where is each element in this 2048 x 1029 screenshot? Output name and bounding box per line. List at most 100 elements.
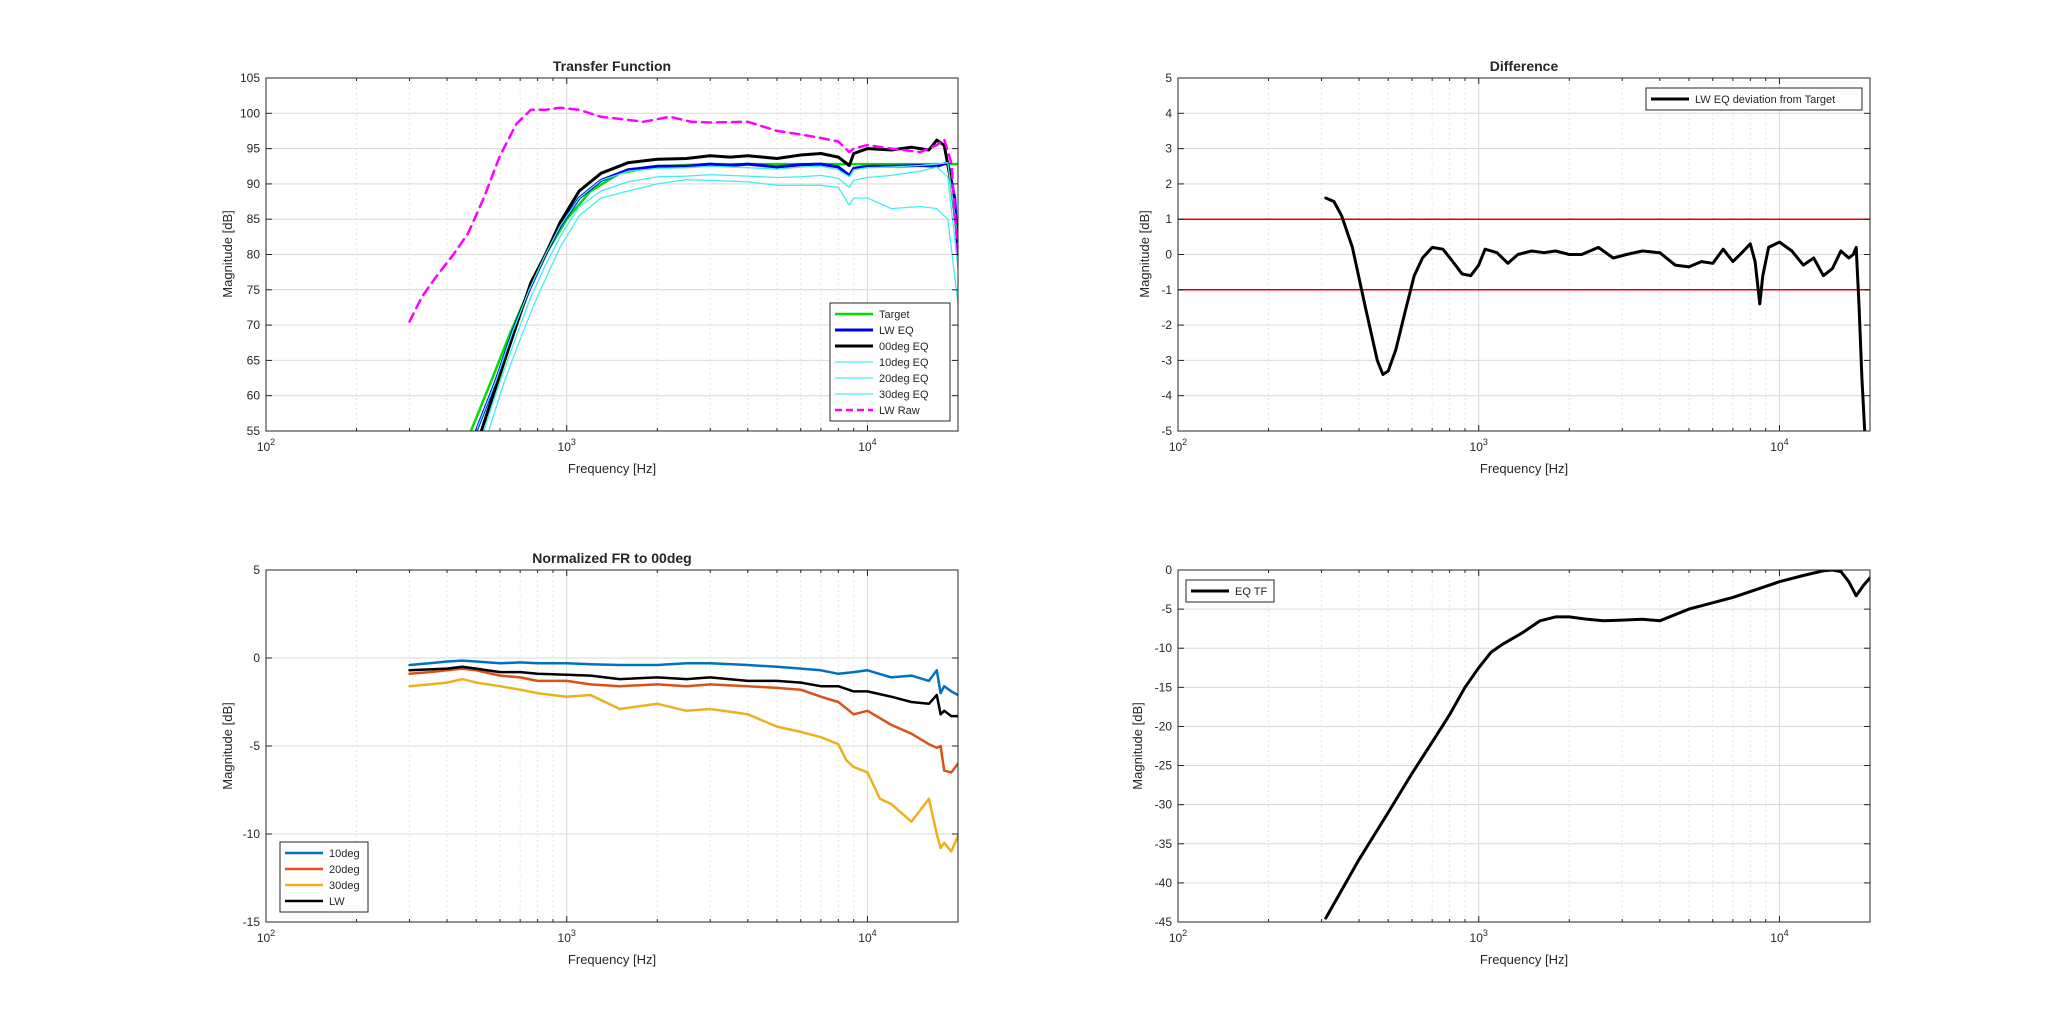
y-tick-label: 85	[247, 212, 261, 226]
series-line-10deg-eq	[475, 162, 958, 431]
y-axis-label: Magnitude [dB]	[1130, 702, 1145, 789]
legend-label: EQ TF	[1235, 586, 1267, 598]
y-tick-label: -30	[1155, 798, 1173, 812]
x-tick-label: 103	[1470, 437, 1488, 454]
series-line-lw-raw	[408, 106, 958, 323]
legend-label: LW	[329, 896, 345, 908]
series-line-30deg-eq	[488, 179, 958, 431]
legend-label: LW EQ	[879, 325, 914, 337]
reference-lines	[1178, 218, 1870, 291]
y-tick-label: -4	[1161, 389, 1172, 403]
ticks: -15 -10 -5 0 5 102 103 104	[243, 563, 959, 945]
plot-frame	[1177, 569, 1871, 923]
series-line-lw	[408, 665, 958, 718]
legend: LW EQ deviation from Target	[1645, 87, 1863, 111]
chart-title: Transfer Function	[553, 58, 671, 74]
y-axis-label: Magnitude [dB]	[220, 702, 235, 789]
y-tick-label: 75	[247, 283, 261, 297]
y-tick-label: -1	[1161, 283, 1172, 297]
x-tick-label: 102	[1169, 928, 1187, 945]
y-tick-label: -25	[1155, 759, 1173, 773]
panel-eq-tf: -45 -40 -35 -30 -25 -20 -15 -10 -5 0 102 103 104 Fre…	[1130, 563, 1871, 967]
y-tick-label: -5	[1161, 424, 1172, 438]
y-tick-label: 100	[240, 106, 260, 120]
ticks: -45 -40 -35 -30 -25 -20 -15 -10 -5 0 102 103 104	[1155, 563, 1871, 945]
y-tick-label: -3	[1161, 353, 1172, 367]
y-tick-label: 60	[247, 389, 261, 403]
chart-title: Difference	[1490, 58, 1559, 74]
y-tick-label: 70	[247, 318, 261, 332]
legend-label: 00deg EQ	[879, 341, 929, 353]
series-group	[408, 659, 958, 853]
y-tick-label: 80	[247, 248, 261, 262]
series-line-20deg	[408, 667, 958, 774]
panel-difference: -5 -4 -3 -2 -1 0 1 2 3 4 5 102 103 104 Difference Fre…	[1137, 58, 1871, 476]
y-tick-label: 0	[1165, 248, 1172, 262]
y-tick-label: 0	[1165, 563, 1172, 577]
panel-transfer-function: 55 60 65 70 75 80 85 90 95 100 105 102 103 104 Transf…	[220, 58, 959, 476]
y-tick-label: 95	[247, 142, 261, 156]
y-tick-label: -2	[1161, 318, 1172, 332]
y-tick-label: 55	[247, 424, 261, 438]
legend-label: 10deg EQ	[879, 357, 929, 369]
series-line-10deg	[408, 659, 958, 697]
grid	[1177, 77, 1871, 432]
y-tick-label: -15	[243, 915, 261, 929]
x-tick-label: 104	[1770, 437, 1788, 454]
y-axis-label: Magnitude [dB]	[220, 210, 235, 297]
x-tick-label: 102	[1169, 437, 1187, 454]
legend-box	[1645, 87, 1863, 111]
ticks: 55 60 65 70 75 80 85 90 95 100 105 102 103 104	[240, 71, 959, 454]
series-line-lw-eq-deviation-from-target	[1324, 196, 1867, 431]
legend-label: 10deg	[329, 848, 360, 860]
y-tick-label: 1	[1165, 212, 1172, 226]
legend-label: LW Raw	[879, 405, 920, 417]
legend: 10deg 20deg 30deg LW	[279, 841, 369, 913]
y-tick-label: -10	[243, 827, 261, 841]
x-tick-label: 103	[558, 437, 576, 454]
legend-label: 20deg EQ	[879, 373, 929, 385]
legend-box	[1185, 579, 1275, 603]
y-tick-label: -5	[1161, 602, 1172, 616]
x-axis-label: Frequency [Hz]	[568, 461, 656, 476]
plot-area	[1178, 570, 1870, 922]
y-tick-label: -10	[1155, 641, 1173, 655]
x-tick-label: 103	[558, 928, 576, 945]
legend-label: 30deg EQ	[879, 389, 929, 401]
y-tick-label: 5	[1165, 71, 1172, 85]
x-tick-label: 104	[1770, 928, 1788, 945]
panel-normalized-fr: -15 -10 -5 0 5 102 103 104 Normalized FR to 00d…	[220, 550, 959, 967]
x-axis-label: Frequency [Hz]	[1480, 952, 1568, 967]
series-line-20deg-eq	[483, 166, 958, 431]
series-group	[408, 106, 958, 431]
legend: EQ TF	[1185, 579, 1275, 603]
y-tick-label: -35	[1155, 837, 1173, 851]
series-line-30deg	[408, 677, 958, 853]
legend-label: 20deg	[329, 864, 360, 876]
legend-label: 30deg	[329, 880, 360, 892]
chart-title: Normalized FR to 00deg	[532, 550, 691, 566]
x-axis-label: Frequency [Hz]	[1480, 461, 1568, 476]
y-tick-label: -15	[1155, 680, 1173, 694]
y-tick-label: 65	[247, 353, 261, 367]
x-tick-label: 104	[858, 928, 876, 945]
y-tick-label: 5	[253, 563, 260, 577]
y-tick-label: -20	[1155, 719, 1173, 733]
y-tick-label: 3	[1165, 142, 1172, 156]
ticks: -5 -4 -3 -2 -1 0 1 2 3 4 5 102 103 104	[1161, 71, 1871, 454]
legend-label: LW EQ deviation from Target	[1695, 94, 1835, 106]
y-tick-label: 2	[1165, 177, 1172, 191]
y-tick-label: -40	[1155, 876, 1173, 890]
y-tick-label: 105	[240, 71, 260, 85]
x-axis-label: Frequency [Hz]	[568, 952, 656, 967]
y-tick-label: -5	[249, 739, 260, 753]
y-tick-label: 4	[1165, 106, 1172, 120]
x-tick-label: 102	[257, 928, 275, 945]
legend: Target LW EQ 00deg EQ 10deg EQ 20deg EQ 30deg…	[829, 302, 951, 422]
series-line-00deg-eq	[479, 138, 958, 431]
x-tick-label: 103	[1470, 928, 1488, 945]
y-tick-label: 0	[253, 651, 260, 665]
y-tick-label: -45	[1155, 915, 1173, 929]
series-group	[1324, 196, 1867, 431]
